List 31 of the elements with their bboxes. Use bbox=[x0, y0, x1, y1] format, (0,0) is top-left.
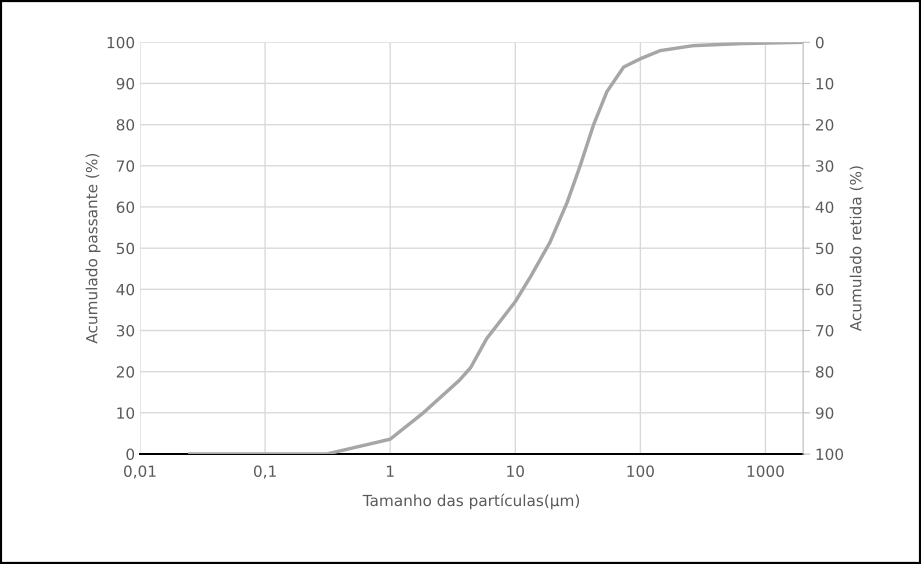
y2-tick-label: 90 bbox=[816, 407, 834, 419]
y2-tick-label: 20 bbox=[816, 119, 834, 131]
y2-tick-label: 10 bbox=[816, 78, 834, 90]
y2-tick-label: 50 bbox=[816, 242, 834, 254]
x-tick-label: 1000 bbox=[748, 465, 784, 477]
y2-tick-label: 100 bbox=[816, 448, 844, 460]
y2-tick-label: 60 bbox=[816, 284, 834, 296]
y-tick-label: 10 bbox=[117, 407, 134, 419]
y-axis-title: Acumulado passante (%) bbox=[86, 154, 100, 344]
y-tick-label: 0 bbox=[126, 448, 134, 460]
y2-axis-title: Acumulado retida (%) bbox=[850, 166, 864, 332]
y-tick-label: 50 bbox=[116, 242, 134, 254]
x-axis-title: Tamanho das partículas(µm) bbox=[362, 494, 580, 510]
x-tick-label: 10 bbox=[507, 465, 524, 477]
x-tick-label: 1 bbox=[386, 466, 394, 477]
y-tick-label: 60 bbox=[116, 201, 134, 214]
y2-tick-label: 80 bbox=[816, 366, 834, 378]
y-tick-label: 100 bbox=[108, 36, 134, 48]
y2-tick-label: 70 bbox=[816, 324, 834, 337]
y2-tick-label: 0 bbox=[816, 36, 824, 48]
y-tick-label: 70 bbox=[116, 160, 134, 172]
y-tick-label: 30 bbox=[116, 324, 134, 337]
x-tick-label: 0,1 bbox=[254, 465, 276, 479]
y2-tick-label: 40 bbox=[816, 201, 834, 214]
y2-tick-label: 30 bbox=[816, 160, 834, 172]
y-tick-label: 20 bbox=[116, 366, 134, 378]
y-tick-label: 90 bbox=[116, 78, 134, 90]
x-tick-label: 0,01 bbox=[124, 465, 156, 479]
x-tick-label: 100 bbox=[627, 465, 654, 477]
y-tick-label: 80 bbox=[116, 119, 134, 131]
y-tick-label: 40 bbox=[116, 284, 134, 296]
